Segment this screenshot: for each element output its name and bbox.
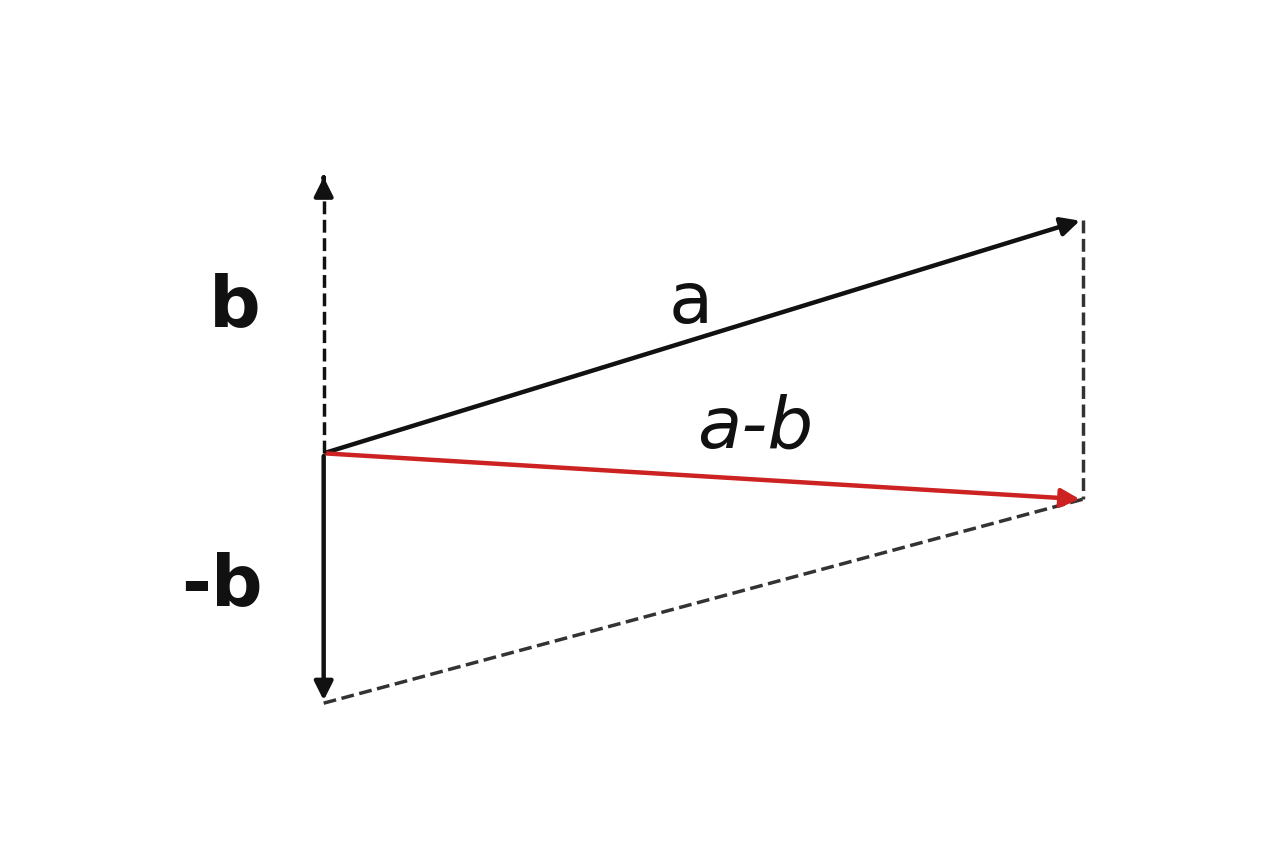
Text: -b: -b xyxy=(180,551,262,619)
Text: a-b: a-b xyxy=(698,393,813,462)
Text: a: a xyxy=(668,268,713,337)
Text: b: b xyxy=(209,271,260,340)
